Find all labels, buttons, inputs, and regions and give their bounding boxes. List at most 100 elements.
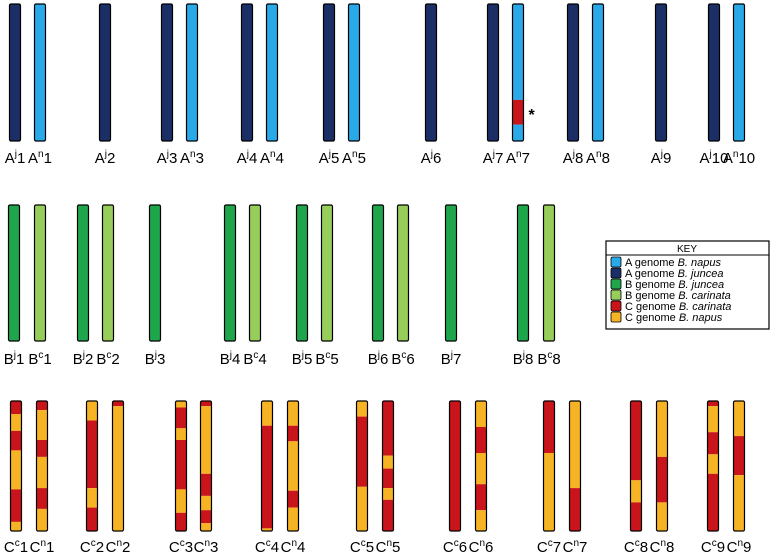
chromosome-Bc4: Bc4 <box>243 204 267 368</box>
segment-Aj1-0 <box>9 4 21 141</box>
chromosome-label-Bj4: Bj4 <box>220 350 241 368</box>
chromosome-label-Aj4: Aj4 <box>237 149 258 167</box>
segment-Cc3-1 <box>175 407 187 429</box>
chromosome-Bc6: Bc6 <box>391 204 415 368</box>
chromosome-An4: An4 <box>260 3 284 167</box>
segment-An7-1 <box>512 99 524 125</box>
chromosome-outline-Cc1 <box>9 400 23 532</box>
segment-Cn3-2 <box>200 473 212 496</box>
chromosome-label-Bc6: Bc6 <box>391 350 414 368</box>
key-swatch <box>610 278 622 290</box>
chromosome-outline-Aj10 <box>707 3 721 142</box>
chromosome-outline-An8 <box>591 3 605 142</box>
chromosome-Cn7: Cn7 <box>563 400 587 556</box>
chromosome-outline-Aj5 <box>322 3 336 142</box>
chromosome-label-Bc1: Bc1 <box>28 350 51 368</box>
chromosome-Aj7: Aj7 <box>483 3 503 167</box>
chromosome-outline-Bj4 <box>223 204 237 342</box>
chromosome-label-Cc7: Cc7 <box>537 538 561 556</box>
chromosome-An8: An8 <box>586 3 610 167</box>
chromosome-label-Bc8: Bc8 <box>537 350 560 368</box>
chromosome-outline-Bc2 <box>101 204 115 342</box>
segment-Cn5-3 <box>382 488 394 500</box>
segment-Cc8-2 <box>630 502 642 531</box>
chromosome-outline-Cc2 <box>85 400 99 532</box>
chromosome-label-Bj6: Bj6 <box>368 350 389 368</box>
chromosome-outline-Bj3 <box>148 204 162 342</box>
chromosome-Bc8: Bc8 <box>537 204 561 368</box>
segment-Cc1-5 <box>10 521 22 531</box>
key-title: KEY <box>677 244 697 255</box>
segment-Cc5-1 <box>356 416 368 487</box>
segment-Cc6-0 <box>449 401 461 531</box>
chromosome-Bc1: Bc1 <box>28 204 52 368</box>
segment-Cn3-4 <box>200 510 212 524</box>
chromosome-Cc4: Cc4 <box>255 400 279 556</box>
chromosome-label-Cn4: Cn4 <box>281 538 306 556</box>
key-swatch <box>610 256 622 268</box>
chromosome-label-Cn3: Cn3 <box>194 538 219 556</box>
segment-Cc3-4 <box>175 489 187 513</box>
chromosome-Aj6: Aj6 <box>421 3 442 167</box>
chromosome-outline-Cn2 <box>111 400 125 532</box>
segment-Cn5-2 <box>382 468 394 489</box>
segment-Bj8-0 <box>517 205 529 341</box>
chromosome-outline-An7 <box>511 3 525 142</box>
chromosome-An10: An10 <box>723 3 755 167</box>
key-frame <box>605 240 770 330</box>
segment-An4-0 <box>266 4 278 141</box>
chromosome-An3: An3 <box>180 3 204 167</box>
segment-Cc1-3 <box>10 450 22 490</box>
chromosome-label-An5: An5 <box>342 149 366 167</box>
chromosome-outline-An10 <box>732 3 746 142</box>
chromosome-outline-Aj1 <box>8 3 22 142</box>
segment-Cn6-4 <box>475 510 487 531</box>
chromosome-outline-Cn6 <box>474 400 488 532</box>
chromosome-Cc9: Cc9 <box>701 400 725 556</box>
chromosome-label-Aj10: Aj10 <box>700 149 729 167</box>
chromosome-Cc3: Cc3 <box>169 400 193 556</box>
segment-Cc2-3 <box>86 507 98 531</box>
segment-Bc5-0 <box>321 205 333 341</box>
chromosome-label-Cn9: Cn9 <box>727 538 752 556</box>
segment-Cc1-0 <box>10 401 22 414</box>
chromosome-Aj8: Aj8 <box>563 3 583 167</box>
key-entry: C genome B. napus <box>610 311 723 324</box>
segment-Cn5-0 <box>382 401 394 456</box>
segment-Cn4-2 <box>287 441 299 491</box>
key-swatch <box>610 300 622 312</box>
chromosome-Bj5: Bj5 <box>292 204 312 368</box>
chromosome-outline-Cc7 <box>542 400 556 532</box>
chromosome-outline-Aj2 <box>98 3 112 142</box>
chromosome-outline-Bj5 <box>295 204 309 342</box>
chromosome-Cn1: Cn1 <box>30 400 54 556</box>
segment-Aj9-0 <box>655 4 667 141</box>
segment-Bj4-0 <box>224 205 236 341</box>
segment-Cn3-5 <box>200 523 212 531</box>
row-a-genome: Aj1 An1 Aj2 Aj3 An3 Aj4 An4 Aj5 An5 Aj6 Aj7 * An7 Aj8… <box>5 3 755 167</box>
segment-Cc2-0 <box>86 401 98 421</box>
segment-Cn5-1 <box>382 455 394 469</box>
segment-Bc6-0 <box>397 205 409 341</box>
chromosome-Cc8: Cc8 <box>624 400 648 556</box>
chromosome-Cn5: Cn5 <box>376 400 400 556</box>
chromosome-Cn2: Cn2 <box>106 400 130 556</box>
chromosome-label-Cc9: Cc9 <box>701 538 725 556</box>
chromosome-outline-Bc5 <box>320 204 334 342</box>
chromosome-label-Cn8: Cn8 <box>650 538 675 556</box>
segment-Cn8-0 <box>656 401 668 457</box>
segment-Cc3-5 <box>175 512 187 531</box>
segment-Cn1-3 <box>36 456 48 489</box>
chromosome-label-Aj6: Aj6 <box>421 149 442 167</box>
chromosome-Cn4: Cn4 <box>281 400 306 556</box>
chromosome-label-Bc4: Bc4 <box>243 350 266 368</box>
segment-Cc4-2 <box>261 528 273 531</box>
key-entry-label: A genome B. napus <box>625 257 722 269</box>
chromosome-Bj4: Bj4 <box>220 204 241 368</box>
segment-Cn6-1 <box>475 427 487 453</box>
chromosome-label-Bc2: Bc2 <box>96 350 119 368</box>
chromosome-outline-Cn8 <box>655 400 669 532</box>
segment-An7-0 <box>512 4 524 100</box>
segment-Cn4-4 <box>287 507 299 531</box>
chromosome-outline-Cn3 <box>199 400 213 532</box>
